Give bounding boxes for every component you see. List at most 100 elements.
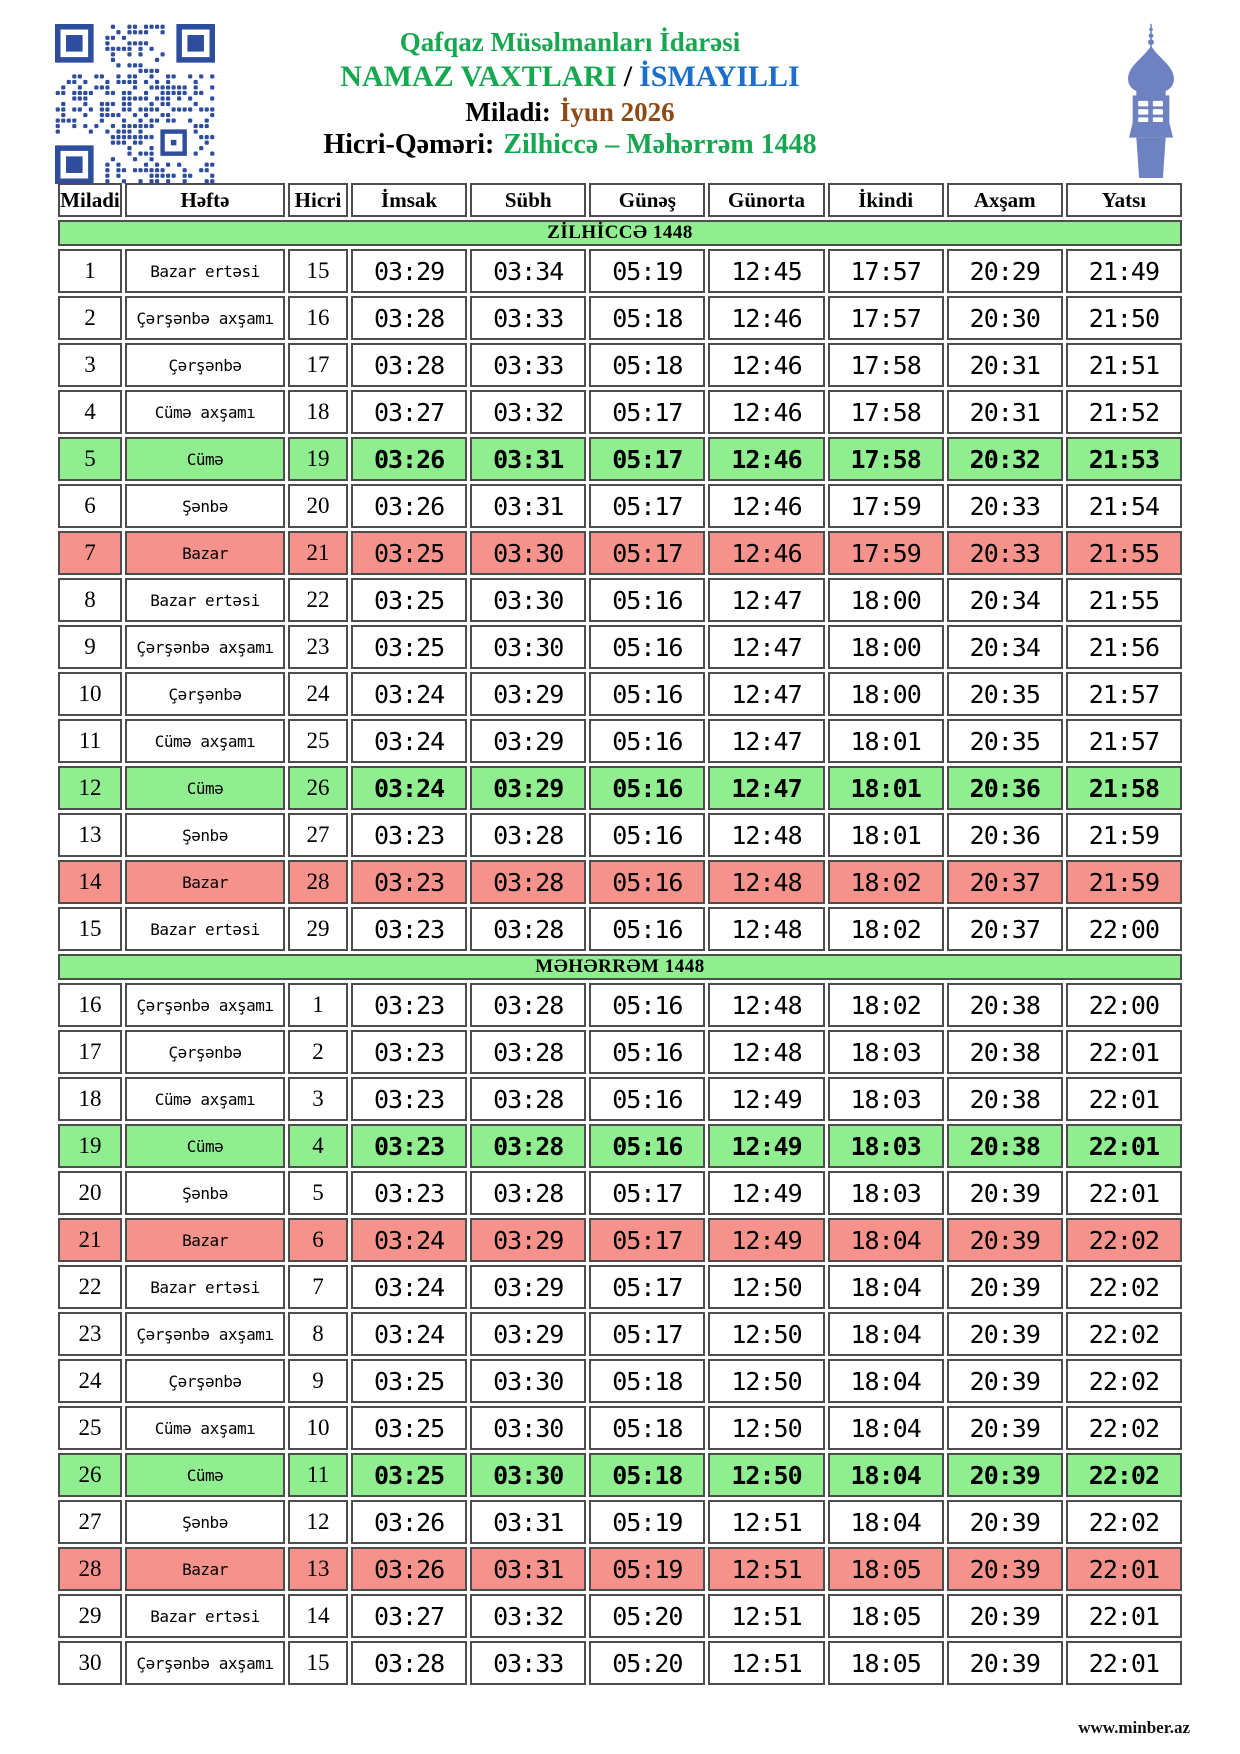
cell-hefte: Çərşənbə axşamı — [125, 296, 285, 340]
cell-gunorta: 12:47 — [708, 625, 825, 669]
cell-gunorta: 12:49 — [708, 1077, 825, 1121]
cell-miladi: 10 — [58, 672, 122, 716]
cell-hicri: 20 — [288, 484, 348, 528]
org-title: Qafqaz Müsəlmanları İdarəsi — [399, 27, 741, 57]
cell-hefte: Çərşənbə axşamı — [125, 983, 285, 1027]
table-row: 17 Çərşənbə 2 03:23 03:28 05:16 12:48 18:03 20:3… — [58, 1030, 1182, 1074]
cell-imsak: 03:25 — [351, 1359, 468, 1403]
cell-aksam: 20:39 — [946, 1218, 1063, 1262]
table-row: 19 Cümə 4 03:23 03:28 05:16 12:49 18:03 20:38 22:… — [58, 1124, 1182, 1168]
cell-aksam: 20:37 — [946, 860, 1063, 904]
cell-subh: 03:34 — [470, 249, 587, 293]
cell-gunes: 05:16 — [589, 672, 706, 716]
column-header-row: Miladi Həftə Hicri İmsak Sübh Günəş Günorta İki… — [58, 183, 1182, 217]
hicri-label: Hicri-Qəməri: — [323, 129, 495, 161]
cell-subh: 03:28 — [470, 907, 587, 951]
cell-subh: 03:33 — [470, 343, 587, 387]
cell-hefte: Bazar ertəsi — [125, 907, 285, 951]
cell-gunorta: 12:46 — [708, 437, 825, 481]
cell-imsak: 03:24 — [351, 766, 468, 810]
cell-aksam: 20:39 — [946, 1406, 1063, 1450]
cell-subh: 03:29 — [470, 1312, 587, 1356]
cell-subh: 03:29 — [470, 1265, 587, 1309]
cell-imsak: 03:25 — [351, 1406, 468, 1450]
cell-gunes: 05:17 — [589, 390, 706, 434]
cell-yatsi: 21:54 — [1065, 484, 1182, 528]
cell-hefte: Şənbə — [125, 484, 285, 528]
cell-gunorta: 12:47 — [708, 719, 825, 763]
cell-yatsi: 22:00 — [1065, 907, 1182, 951]
cell-imsak: 03:24 — [351, 719, 468, 763]
cell-subh: 03:29 — [470, 1218, 587, 1262]
cell-gunes: 05:16 — [589, 1124, 706, 1168]
cell-hefte: Çərşənbə — [125, 1030, 285, 1074]
cell-ikindi: 18:04 — [827, 1453, 944, 1497]
cell-subh: 03:30 — [470, 625, 587, 669]
cell-ikindi: 18:03 — [827, 1030, 944, 1074]
cell-miladi: 27 — [58, 1500, 122, 1544]
table-row: 3 Çərşənbə 17 03:28 03:33 05:18 12:46 17:58 20:3… — [58, 343, 1182, 387]
cell-aksam: 20:31 — [946, 343, 1063, 387]
cell-hicri: 28 — [288, 860, 348, 904]
cell-subh: 03:28 — [470, 1077, 587, 1121]
column-header-subh: Sübh — [470, 183, 587, 217]
cell-gunes: 05:17 — [589, 1312, 706, 1356]
cell-hefte: Çərşənbə — [125, 343, 285, 387]
cell-subh: 03:31 — [470, 1547, 587, 1591]
table-row: 1 Bazar ertəsi 15 03:29 03:34 05:19 12:45 17:57… — [58, 249, 1182, 293]
cell-ikindi: 18:04 — [827, 1500, 944, 1544]
cell-yatsi: 22:02 — [1065, 1218, 1182, 1262]
cell-yatsi: 22:01 — [1065, 1594, 1182, 1638]
page-title-line: NAMAZ VAXTLARI / İSMAYILLI — [0, 59, 1140, 96]
footer-website: www.minber.az — [1078, 1718, 1190, 1737]
cell-miladi: 18 — [58, 1077, 122, 1121]
prayer-times-table: Miladi Həftə Hicri İmsak Sübh Günəş Günorta İki… — [55, 180, 1185, 1688]
cell-gunorta: 12:48 — [708, 813, 825, 857]
cell-hefte: Cümə — [125, 437, 285, 481]
cell-hicri: 7 — [288, 1265, 348, 1309]
header: Qafqaz Müsəlmanları İdarəsi NAMAZ VAXTLA… — [0, 26, 1140, 163]
cell-ikindi: 18:01 — [827, 766, 944, 810]
cell-gunes: 05:19 — [589, 249, 706, 293]
cell-ikindi: 18:03 — [827, 1171, 944, 1215]
column-header-yatsi: Yatsı — [1065, 183, 1182, 217]
cell-gunorta: 12:48 — [708, 860, 825, 904]
cell-hefte: Bazar — [125, 1547, 285, 1591]
cell-subh: 03:28 — [470, 1124, 587, 1168]
cell-gunorta: 12:46 — [708, 296, 825, 340]
cell-hefte: Bazar ertəsi — [125, 1265, 285, 1309]
table-row: 11 Cümə axşamı 25 03:24 03:29 05:16 12:47 18:01… — [58, 719, 1182, 763]
column-header-hefte: Həftə — [125, 183, 285, 217]
cell-gunorta: 12:49 — [708, 1218, 825, 1262]
column-header-gunes: Günəş — [589, 183, 706, 217]
cell-hicri: 12 — [288, 1500, 348, 1544]
cell-subh: 03:28 — [470, 860, 587, 904]
cell-miladi: 5 — [58, 437, 122, 481]
cell-subh: 03:33 — [470, 296, 587, 340]
cell-gunorta: 12:46 — [708, 484, 825, 528]
cell-gunorta: 12:48 — [708, 983, 825, 1027]
cell-ikindi: 17:59 — [827, 484, 944, 528]
cell-gunorta: 12:51 — [708, 1641, 825, 1685]
cell-aksam: 20:36 — [946, 813, 1063, 857]
cell-ikindi: 17:58 — [827, 390, 944, 434]
column-header-ikindi: İkindi — [827, 183, 944, 217]
cell-yatsi: 21:57 — [1065, 719, 1182, 763]
cell-yatsi: 22:01 — [1065, 1641, 1182, 1685]
table-row: 5 Cümə 19 03:26 03:31 05:17 12:46 17:58 20:32 21:… — [58, 437, 1182, 481]
cell-yatsi: 21:51 — [1065, 343, 1182, 387]
cell-yatsi: 21:52 — [1065, 390, 1182, 434]
cell-hefte: Cümə axşamı — [125, 719, 285, 763]
cell-imsak: 03:27 — [351, 390, 468, 434]
cell-hicri: 25 — [288, 719, 348, 763]
cell-hefte: Cümə — [125, 1453, 285, 1497]
cell-gunes: 05:17 — [589, 484, 706, 528]
cell-gunes: 05:16 — [589, 860, 706, 904]
cell-gunes: 05:18 — [589, 1453, 706, 1497]
table-row: 13 Şənbə 27 03:23 03:28 05:16 12:48 18:01 20:36 2… — [58, 813, 1182, 857]
cell-miladi: 7 — [58, 531, 122, 575]
cell-ikindi: 18:01 — [827, 813, 944, 857]
cell-subh: 03:30 — [470, 1359, 587, 1403]
title-separator: / — [623, 59, 633, 93]
cell-imsak: 03:25 — [351, 625, 468, 669]
